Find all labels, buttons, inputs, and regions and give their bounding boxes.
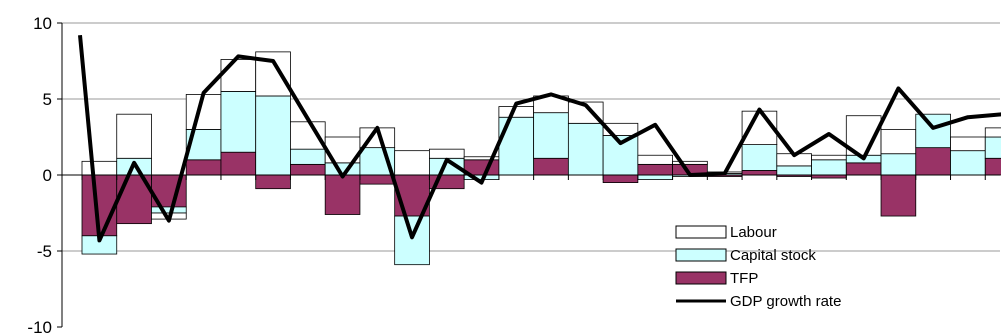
line-series xyxy=(78,35,1001,243)
legend-swatch-1 xyxy=(675,248,727,262)
bar-tfp-14 xyxy=(533,157,569,176)
bar-labour-27 xyxy=(984,127,1001,138)
bar-tfp-25 xyxy=(915,147,951,176)
y-tick-label-2: 0 xyxy=(43,166,52,185)
bar-labour-2 xyxy=(116,113,152,159)
bar-labour-18 xyxy=(672,160,708,165)
bar-capital-stock-6 xyxy=(255,95,291,176)
gdp-line xyxy=(78,35,1001,243)
legend-label-1: Capital stock xyxy=(730,247,816,264)
legend-swatch-2 xyxy=(675,271,727,285)
legend: Labour Capital stock TFP GDP growth rate xyxy=(675,224,841,310)
bar-capital-stock-26 xyxy=(950,150,986,176)
bar-tfp-17 xyxy=(637,163,673,176)
bar-labour-26 xyxy=(950,136,986,152)
bar-labour-15 xyxy=(567,101,604,124)
bar-labour-17 xyxy=(637,154,673,165)
bars xyxy=(81,51,1001,266)
bar-tfp-5 xyxy=(220,151,257,176)
bar-capital-stock-25 xyxy=(915,113,951,149)
bar-capital-stock-10 xyxy=(394,215,430,266)
bar-tfp-23 xyxy=(845,162,882,176)
bar-labour-22 xyxy=(811,154,847,161)
bar-capital-stock-7 xyxy=(290,148,326,165)
bar-capital-stock-5 xyxy=(220,91,257,153)
bar-capital-stock-3 xyxy=(151,206,187,214)
bar-labour-1 xyxy=(81,160,118,176)
bar-labour-5 xyxy=(220,59,257,92)
bar-tfp-9 xyxy=(359,174,396,185)
bar-capital-stock-15 xyxy=(567,122,604,176)
bar-labour-7 xyxy=(290,121,326,150)
bar-tfp-27 xyxy=(984,157,1001,176)
bar-capital-stock-20 xyxy=(741,144,778,171)
y-tick-label-1: 5 xyxy=(43,90,52,109)
bar-capital-stock-24 xyxy=(880,153,917,176)
bar-capital-stock-27 xyxy=(984,136,1001,159)
y-tick-label-0: 10 xyxy=(33,14,52,33)
legend-label-0: Labour xyxy=(730,224,777,241)
bar-capital-stock-14 xyxy=(533,112,569,159)
bar-capital-stock-17 xyxy=(637,174,673,180)
bar-tfp-20 xyxy=(741,170,778,176)
bar-labour-10 xyxy=(394,150,430,176)
bar-tfp-8 xyxy=(324,174,361,215)
bar-tfp-7 xyxy=(290,163,326,176)
y-tick-labels: 10 5 0 -5 -10 xyxy=(27,14,52,334)
y-tick-label-3: -5 xyxy=(37,242,52,261)
bar-tfp-16 xyxy=(602,174,639,183)
axes xyxy=(57,22,1000,328)
bar-labour-11 xyxy=(429,148,465,159)
bar-capital-stock-13 xyxy=(498,116,535,176)
y-tick-label-4: -10 xyxy=(27,318,52,334)
bar-tfp-6 xyxy=(255,174,291,190)
bar-tfp-4 xyxy=(185,159,222,176)
bar-capital-stock-21 xyxy=(776,165,812,176)
legend-label-3: GDP growth rate xyxy=(730,293,841,310)
bar-capital-stock-22 xyxy=(811,159,847,176)
legend-label-2: TFP xyxy=(730,270,758,287)
bar-tfp-24 xyxy=(880,174,917,217)
bar-labour-24 xyxy=(880,128,917,155)
legend-swatch-0 xyxy=(675,225,727,239)
